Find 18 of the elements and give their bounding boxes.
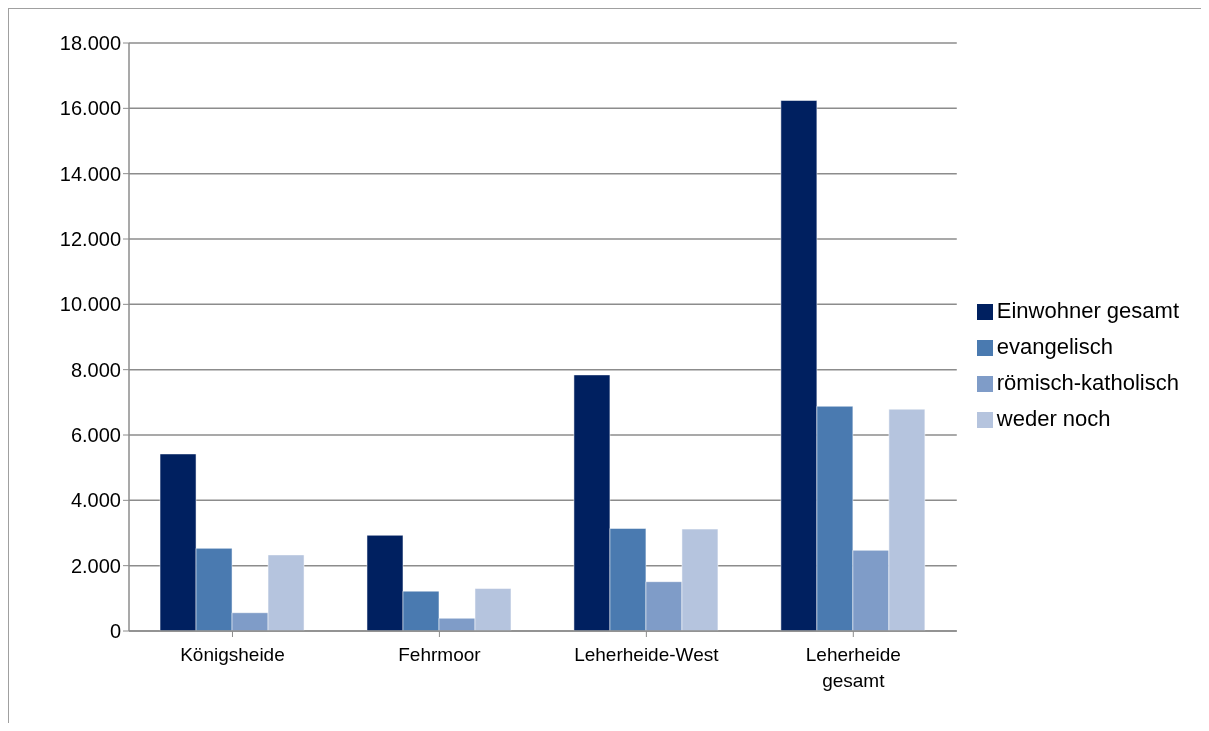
y-tick-label: 4.000	[70, 489, 121, 512]
y-tick-label: 14.000	[59, 162, 121, 185]
x-tick-label: Fehrmoor	[398, 644, 482, 665]
y-tick-label: 8.000	[70, 358, 121, 381]
y-tick-label: 16.000	[59, 97, 121, 120]
y-tick-label: 12.000	[59, 228, 121, 251]
legend-label: evangelisch	[996, 334, 1113, 359]
legend-label: Einwohner gesamt	[996, 298, 1179, 323]
y-tick-label: 2.000	[70, 554, 121, 577]
y-tick-label: 0	[109, 620, 121, 643]
y-tick-label: 18.000	[59, 32, 121, 55]
x-tick-label: Leherheide-West	[574, 644, 720, 665]
y-tick-label: 6.000	[70, 424, 121, 447]
x-tick-label: Königsheide	[180, 644, 285, 665]
y-tick-label: 10.000	[59, 293, 121, 316]
legend-label: römisch-katholisch	[996, 370, 1179, 395]
legend-label: weder noch	[996, 406, 1111, 431]
x-tick-label: Leherheide gesamt	[805, 644, 901, 691]
